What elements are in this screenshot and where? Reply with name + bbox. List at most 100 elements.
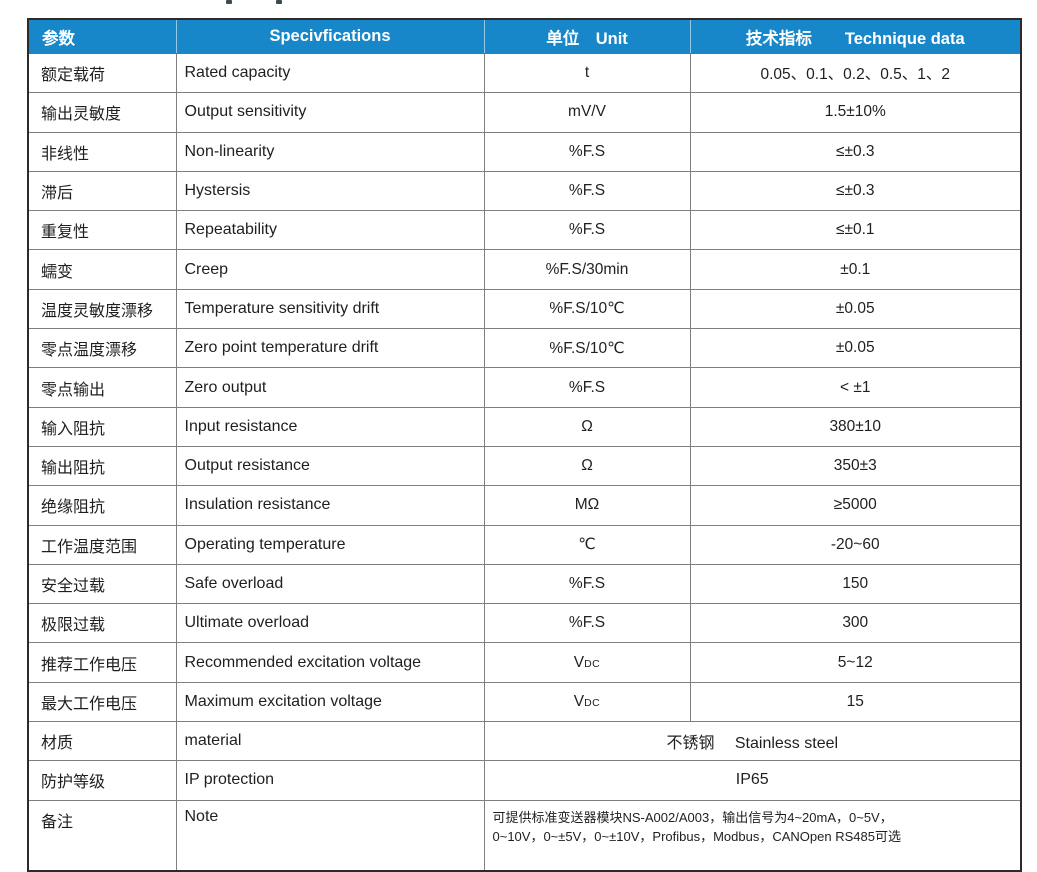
value-cell: ±0.05 (689, 328, 1022, 369)
unit-base: V (573, 692, 585, 710)
value-cell: 350±3 (689, 445, 1022, 487)
spec-cell: Hystersis (175, 170, 485, 212)
header-row: 参数 Specivfications 单位 Unit 技术指标 Technique d… (28, 19, 1021, 54)
unit-cell: %F.S/10℃ (483, 288, 691, 330)
spec-cell: Ultimate overload (175, 603, 485, 644)
param-cell: 防护等级 (27, 760, 177, 801)
spec-cell: Repeatability (175, 210, 485, 251)
table-row: 重复性 Repeatability %F.S ≤±0.1 (27, 210, 1022, 251)
param-cell: 输入阻抗 (27, 406, 177, 447)
spec-cell: Maximum excitation voltage (175, 681, 485, 723)
param-cell: 备注 (27, 799, 177, 872)
unit-cell: %F.S (483, 210, 691, 251)
spec-cell: Creep (175, 249, 485, 290)
table-row: 材质 material 不锈钢 Stainless steel (27, 721, 1022, 762)
table-row: 输出阻抗 Output resistance Ω 350±3 (27, 445, 1022, 487)
param-cell: 温度灵敏度漂移 (27, 288, 177, 330)
table-body: 额定载荷 Rated capacity t 0.05、0.1、0.2、0.5、1、2 输… (27, 52, 1022, 872)
value-cell: 1.5±10% (689, 92, 1022, 133)
spec-cell: Note (175, 799, 485, 872)
value-cell: 15 (689, 681, 1022, 723)
note-line: 可提供标准变送器模块NS-A002/A003，输出信号为4~20mA，0~5V， (492, 809, 893, 825)
value-cell: ±0.05 (689, 288, 1022, 330)
spec-cell: Zero point temperature drift (175, 328, 485, 369)
param-cell: 零点输出 (27, 367, 177, 408)
table-row: 绝缘阻抗 Insulation resistance MΩ ≥5000 (27, 485, 1022, 526)
unit-cell: %F.S (483, 367, 691, 408)
param-cell: 推荐工作电压 (27, 642, 177, 683)
value-cell: ≥5000 (689, 485, 1022, 526)
value-cell: ≤±0.3 (689, 170, 1022, 212)
spec-cell: Rated capacity (175, 52, 485, 94)
spec-cell: material (175, 721, 485, 762)
param-cell: 额定载荷 (27, 52, 177, 94)
note-line: 0~10V，0~±5V，0~±10V，Profibus，Modbus，CANOp… (492, 829, 901, 845)
unit-cell: t (483, 52, 691, 94)
value-cell: -20~60 (689, 524, 1022, 565)
unit-cell: Ω (483, 445, 691, 487)
spec-cell: Input resistance (175, 406, 485, 447)
spec-cell: IP protection (175, 760, 485, 801)
value-cell: 380±10 (689, 406, 1022, 447)
table-row: 安全过载 Safe overload %F.S 150 (27, 563, 1022, 605)
value-cell: 300 (689, 603, 1022, 644)
column-header-unit: 单位 Unit (483, 19, 690, 54)
value-cell: ≤±0.1 (689, 210, 1022, 251)
merged-value-cell: IP65 (483, 760, 1022, 801)
unit-subscript: DC (584, 696, 601, 709)
spec-cell: Output resistance (175, 445, 485, 487)
unit-cell: %F.S/30min (483, 249, 691, 290)
param-cell: 最大工作电压 (27, 681, 177, 723)
table-row: 零点温度漂移 Zero point temperature drift %F.S/1… (27, 328, 1022, 369)
param-cell: 输出灵敏度 (27, 92, 177, 133)
table-header: 参数 Specivfications 单位 Unit 技术指标 Technique d… (28, 19, 1021, 54)
table-row: 最大工作电压 Maximum excitation voltage VDC 15 (27, 681, 1022, 723)
unit-cell: %F.S/10℃ (483, 328, 691, 369)
unit-base: V (573, 653, 585, 671)
table-row: 工作温度范围 Operating temperature ℃ -20~60 (27, 524, 1022, 565)
unit-subscript: DC (584, 657, 601, 670)
cropped-title-fragment (226, 0, 232, 4)
param-cell: 重复性 (27, 210, 177, 251)
unit-cell: VDC (483, 681, 691, 723)
unit-cell: mV/V (483, 92, 691, 133)
value-cell: 0.05、0.1、0.2、0.5、1、2 (689, 52, 1022, 94)
table-row: 极限过载 Ultimate overload %F.S 300 (27, 603, 1022, 644)
spec-cell: Temperature sensitivity drift (175, 288, 485, 330)
specification-table: 参数 Specivfications 单位 Unit 技术指标 Technique d… (27, 18, 1022, 872)
table-row: 非线性 Non-linearity %F.S ≤±0.3 (27, 131, 1022, 172)
spec-cell: Zero output (175, 367, 485, 408)
param-cell: 输出阻抗 (27, 445, 177, 487)
table-row: 推荐工作电压 Recommended excitation voltage VDC 5… (27, 642, 1022, 683)
value-cell: ≤±0.3 (689, 131, 1022, 172)
value-cell: 5~12 (689, 642, 1022, 683)
table-row: 滞后 Hystersis %F.S ≤±0.3 (27, 170, 1022, 212)
column-header-technique-data: 技术指标 Technique data (689, 19, 1021, 54)
cropped-title-fragment (276, 0, 282, 4)
param-cell: 材质 (27, 721, 177, 762)
table-row: 蠕变 Creep %F.S/30min ±0.1 (27, 249, 1022, 290)
table-row: 零点输出 Zero output %F.S < ±1 (27, 367, 1022, 408)
merged-value-cell: 不锈钢 Stainless steel (483, 721, 1022, 762)
unit-cell: %F.S (483, 563, 691, 605)
table-row: 备注 Note 可提供标准变送器模块NS-A002/A003，输出信号为4~20mA… (27, 799, 1022, 872)
spec-cell: Non-linearity (175, 131, 485, 172)
table-row: 温度灵敏度漂移 Temperature sensitivity drift %F.S… (27, 288, 1022, 330)
column-header-param: 参数 (28, 19, 176, 54)
unit-cell: ℃ (483, 524, 691, 565)
unit-cell: %F.S (483, 170, 691, 212)
param-cell: 零点温度漂移 (27, 328, 177, 369)
table-row: 额定载荷 Rated capacity t 0.05、0.1、0.2、0.5、1、2 (27, 52, 1022, 94)
spec-cell: Safe overload (175, 563, 485, 605)
unit-cell: %F.S (483, 603, 691, 644)
spec-cell: Recommended excitation voltage (175, 642, 485, 683)
value-cell: 150 (689, 563, 1022, 605)
table-row: 输入阻抗 Input resistance Ω 380±10 (27, 406, 1022, 447)
table-row: 输出灵敏度 Output sensitivity mV/V 1.5±10% (27, 92, 1022, 133)
value-cell: < ±1 (689, 367, 1022, 408)
unit-cell: Ω (483, 406, 691, 447)
param-cell: 工作温度范围 (27, 524, 177, 565)
spec-cell: Insulation resistance (175, 485, 485, 526)
param-cell: 滞后 (27, 170, 177, 212)
table-row: 防护等级 IP protection IP65 (27, 760, 1022, 801)
